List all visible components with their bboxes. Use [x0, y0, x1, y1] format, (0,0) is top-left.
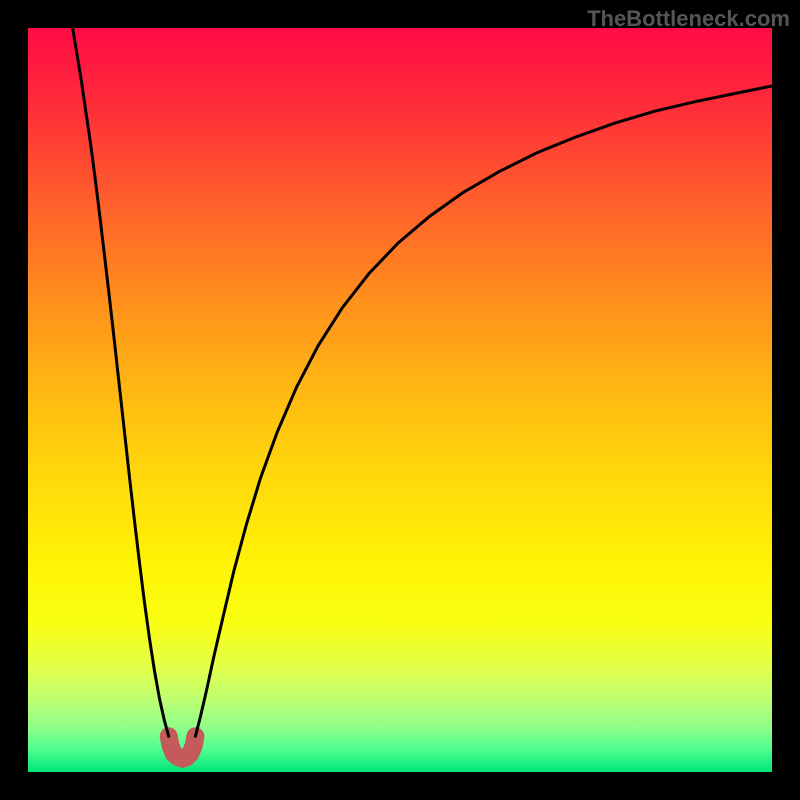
chart-root: TheBottleneck.com [0, 0, 800, 800]
valley-u-stroke [169, 736, 196, 758]
curves-layer [28, 28, 772, 772]
left-falling-curve [73, 28, 169, 736]
plot-area [28, 28, 772, 772]
right-rising-curve [195, 86, 772, 736]
